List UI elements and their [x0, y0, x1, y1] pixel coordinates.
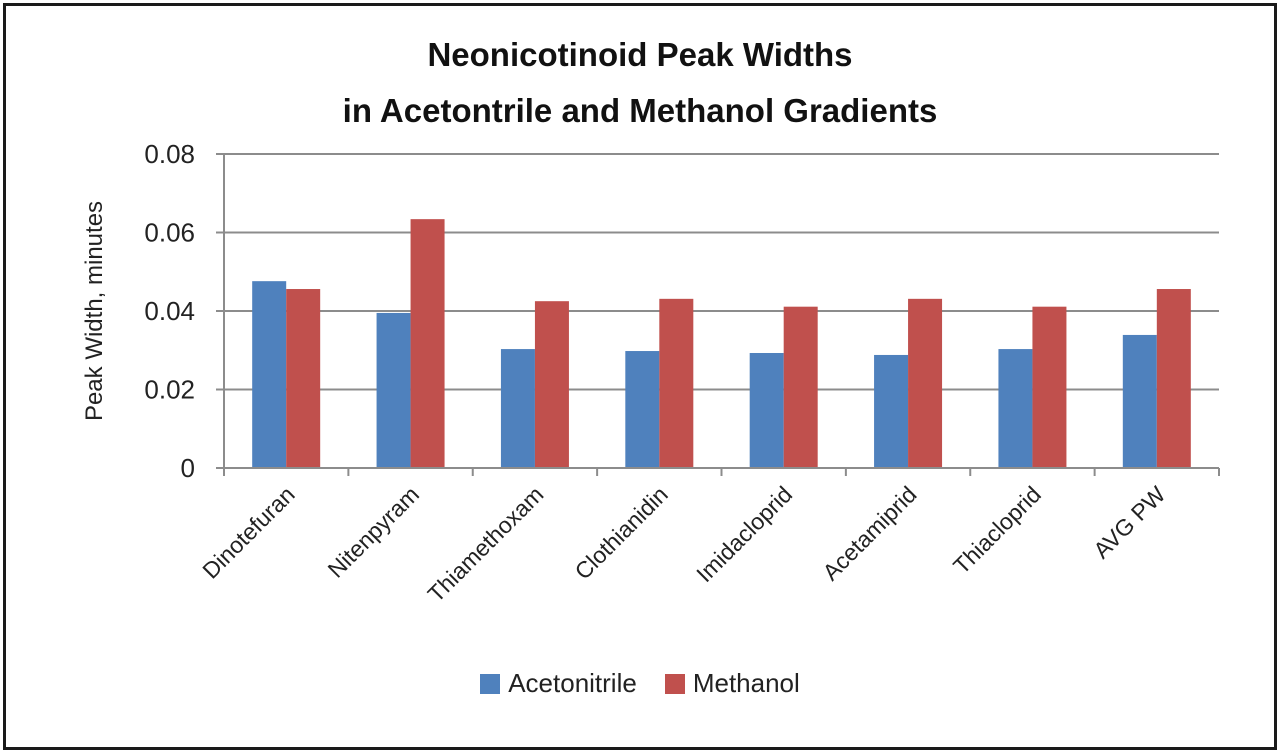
legend-swatch-methanol — [664, 673, 685, 694]
bar-acetonitrile — [874, 354, 909, 468]
bar-acetonitrile — [625, 351, 660, 468]
chart-title: Neonicotinoid Peak Widths — [427, 36, 853, 73]
x-category-label: Thiacloprid — [948, 481, 1046, 579]
bar-acetonitrile — [1122, 334, 1157, 468]
bar-methanol — [1156, 289, 1191, 468]
x-category-label: Dinotefuran — [197, 481, 299, 583]
y-tick-label: 0.02 — [144, 375, 195, 405]
bar-methanol — [659, 298, 694, 468]
x-category-label: Nitenpyram — [323, 481, 425, 583]
bar-methanol — [534, 301, 569, 468]
bar-methanol — [908, 298, 943, 468]
bar-acetonitrile — [749, 352, 784, 468]
legend-item-methanol: Methanol — [664, 668, 800, 699]
x-category-label: Imidacloprid — [691, 481, 797, 587]
legend-label: Acetonitrile — [508, 668, 637, 698]
bar-acetonitrile — [252, 281, 287, 468]
bar-methanol — [410, 219, 445, 468]
chart-legend: Acetonitrile Methanol — [0, 668, 1280, 699]
bar-methanol — [1032, 306, 1067, 468]
y-tick-label: 0.04 — [144, 296, 195, 326]
bar-acetonitrile — [500, 349, 535, 468]
bar-acetonitrile — [376, 312, 411, 468]
legend-label: Methanol — [692, 668, 800, 698]
y-tick-label: 0 — [181, 453, 195, 483]
bar-methanol — [783, 306, 818, 468]
y-tick-label: 0.06 — [144, 218, 195, 248]
y-axis-label: Peak Width, minutes — [81, 201, 108, 421]
chart-subtitle: in Acetontrile and Methanol Gradients — [342, 92, 938, 129]
x-category-label: Clothianidin — [569, 481, 672, 584]
bar-acetonitrile — [998, 349, 1033, 468]
bar-methanol — [286, 289, 321, 468]
legend-swatch-acetonitrile — [480, 673, 501, 694]
x-category-label: AVG PW — [1088, 481, 1170, 563]
x-category-label: Thiamethoxam — [423, 481, 549, 607]
y-tick-label: 0.08 — [144, 139, 195, 169]
x-category-label: Acetamiprid — [817, 481, 921, 585]
legend-item-acetonitrile: Acetonitrile — [480, 668, 637, 699]
